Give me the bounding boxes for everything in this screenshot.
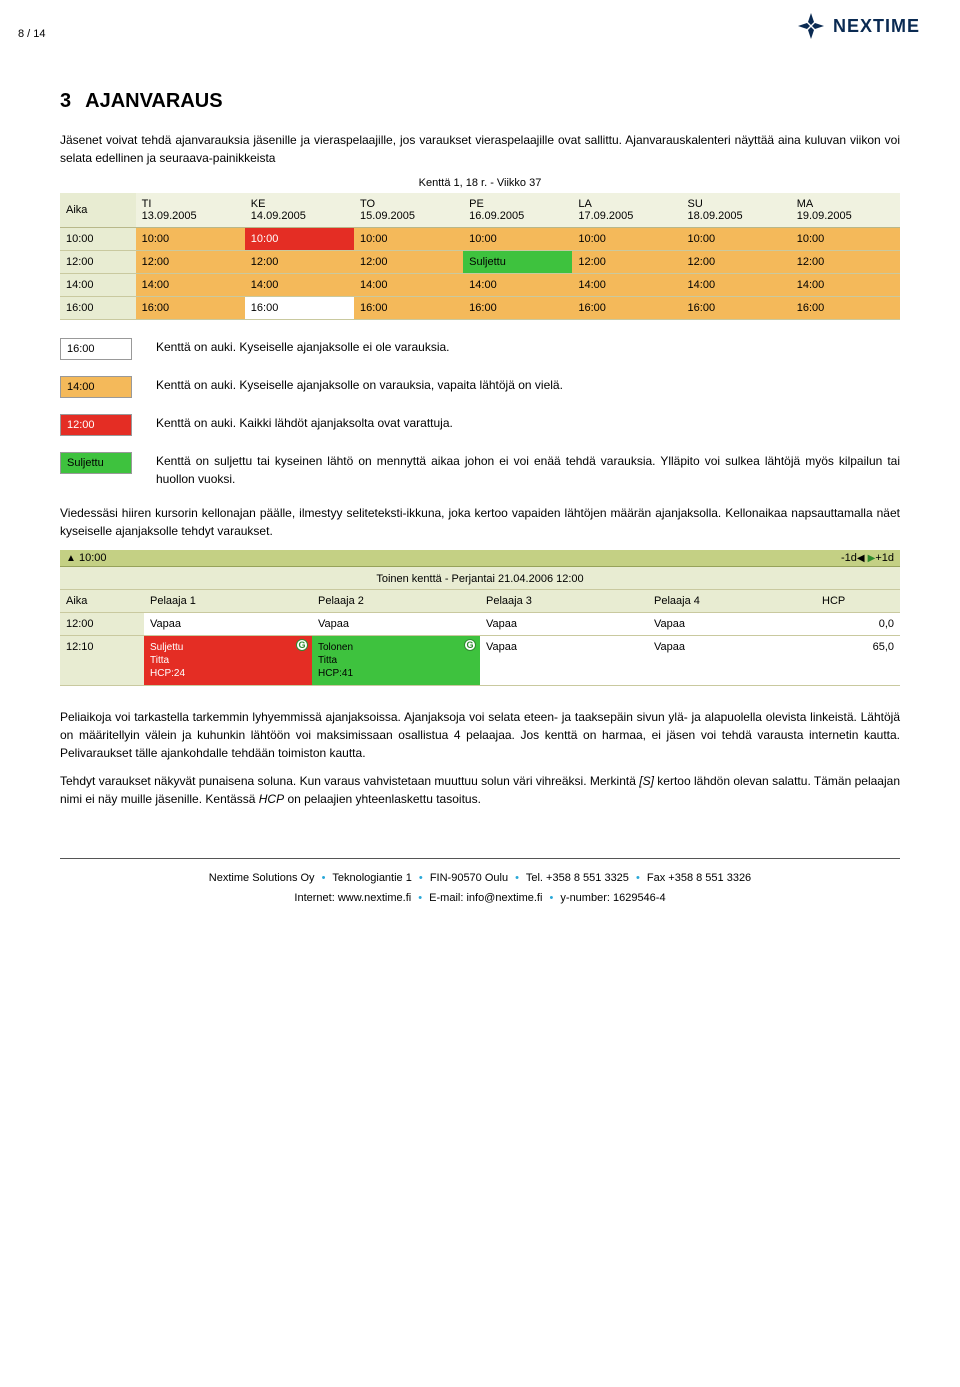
cal-slot[interactable]: 12:00 (682, 251, 791, 274)
page-number: 8 / 14 (18, 28, 46, 40)
legend-row: 12:00 Kenttä on auki. Kaikki lähdöt ajanj… (60, 414, 900, 436)
legend-row: 16:00 Kenttä on auki. Kyseiselle ajanjaks… (60, 338, 900, 360)
cal-slot[interactable]: 14:00 (354, 274, 463, 297)
body-paragraph: Tehdyt varaukset näkyvät punaisena solun… (60, 772, 900, 808)
cal-slot[interactable]: 12:00 (354, 251, 463, 274)
legend-chip: Suljettu (60, 452, 132, 474)
calendar-title: Kenttä 1, 18 r. - Viikko 37 (60, 177, 900, 189)
section-title: AJANVARAUS (85, 90, 222, 112)
brand-name: NEXTIME (833, 16, 920, 37)
cal-slot[interactable]: 16:00 (136, 297, 245, 320)
cal-slot[interactable]: Suljettu (463, 251, 572, 274)
detail-player-cell[interactable]: Vapaa (480, 636, 648, 686)
cal-time-cell: 10:00 (60, 228, 136, 251)
cal-slot[interactable]: 10:00 (463, 228, 572, 251)
legend-desc: Kenttä on auki. Kaikki lähdöt ajanjaksol… (156, 414, 900, 432)
detail-time-cell: 12:10 (60, 636, 144, 686)
cal-slot[interactable]: 14:00 (136, 274, 245, 297)
detail-topbar: ▲ 10:00 -1d◀ ▶+1d (60, 550, 900, 567)
footer-rule (60, 858, 900, 859)
calendar-table: Kenttä 1, 18 r. - Viikko 37 AikaTI 13.09… (60, 177, 900, 320)
legend-chip: 16:00 (60, 338, 132, 360)
detail-hcp-cell: 65,0 (816, 636, 900, 686)
detail-title: Toinen kenttä - Perjantai 21.04.2006 12:… (60, 567, 900, 590)
cal-slot[interactable]: 10:00 (245, 228, 354, 251)
footer: Nextime Solutions Oy • Teknologiantie 1 … (60, 869, 900, 909)
logo-icon (795, 10, 827, 42)
legend-desc: Kenttä on suljettu tai kyseinen lähtö on… (156, 452, 900, 488)
cal-slot[interactable]: 12:00 (245, 251, 354, 274)
section-number: 3 (60, 90, 71, 112)
cal-slot[interactable]: 10:00 (354, 228, 463, 251)
legend-chip: 14:00 (60, 376, 132, 398)
detail-col-header: Pelaaja 4 (648, 590, 816, 613)
cal-slot[interactable]: 14:00 (245, 274, 354, 297)
brand-logo: NEXTIME (795, 10, 920, 42)
legend-desc: Kenttä on auki. Kyseiselle ajanjaksolle … (156, 338, 900, 356)
cal-slot[interactable]: 16:00 (463, 297, 572, 320)
cal-slot[interactable]: 12:00 (572, 251, 681, 274)
intro-paragraph: Jäsenet voivat tehdä ajanvarauksia jäsen… (60, 131, 900, 167)
detail-col-header: Pelaaja 2 (312, 590, 480, 613)
cal-slot[interactable]: 12:00 (136, 251, 245, 274)
mid-paragraph: Viedessäsi hiiren kursorin kellonajan pä… (60, 504, 900, 540)
detail-hcp-cell: 0,0 (816, 613, 900, 636)
cal-slot[interactable]: 10:00 (136, 228, 245, 251)
cal-slot[interactable]: 12:00 (791, 251, 900, 274)
cal-day-header: SU 18.09.2005 (682, 193, 791, 228)
detail-player-cell[interactable]: SuljettuTittaHCP:24G (144, 636, 312, 686)
cal-day-header: KE 14.09.2005 (245, 193, 354, 228)
triangle-up-icon: ▲ (66, 553, 76, 564)
detail-player-cell[interactable]: TolonenTittaHCP:41G (312, 636, 480, 686)
cal-time-cell: 12:00 (60, 251, 136, 274)
cal-day-header: MA 19.09.2005 (791, 193, 900, 228)
body-paragraph: Peliaikoja voi tarkastella tarkemmin lyh… (60, 708, 900, 762)
cal-slot[interactable]: 10:00 (572, 228, 681, 251)
legend: 16:00 Kenttä on auki. Kyseiselle ajanjaks… (60, 338, 900, 488)
guest-icon: G (296, 639, 308, 651)
detail-col-header: Pelaaja 3 (480, 590, 648, 613)
nav-next[interactable]: +1d (875, 552, 894, 564)
detail-player-cell[interactable]: Vapaa (312, 613, 480, 636)
detail-col-header: Aika (60, 590, 144, 613)
legend-chip: 12:00 (60, 414, 132, 436)
cal-day-header: LA 17.09.2005 (572, 193, 681, 228)
cal-day-header: PE 16.09.2005 (463, 193, 572, 228)
cal-slot[interactable]: 10:00 (682, 228, 791, 251)
legend-row: 14:00 Kenttä on auki. Kyseiselle ajanjaks… (60, 376, 900, 398)
nav-prev[interactable]: -1d (841, 552, 857, 564)
detail-col-header: HCP (816, 590, 900, 613)
cal-slot[interactable]: 16:00 (682, 297, 791, 320)
cal-time-header: Aika (60, 193, 136, 228)
detail-player-cell[interactable]: Vapaa (648, 613, 816, 636)
triangle-left-icon: ◀ (857, 553, 865, 564)
cal-slot[interactable]: 16:00 (791, 297, 900, 320)
cal-slot[interactable]: 14:00 (682, 274, 791, 297)
detail-player-cell[interactable]: Vapaa (144, 613, 312, 636)
cal-slot[interactable]: 14:00 (463, 274, 572, 297)
footer-line-1: Nextime Solutions Oy • Teknologiantie 1 … (60, 869, 900, 889)
detail-player-cell[interactable]: Vapaa (648, 636, 816, 686)
cal-time-cell: 16:00 (60, 297, 136, 320)
detail-time-cell: 12:00 (60, 613, 144, 636)
legend-desc: Kenttä on auki. Kyseiselle ajanjaksolle … (156, 376, 900, 394)
detail-col-header: Pelaaja 1 (144, 590, 312, 613)
topbar-time[interactable]: ▲ 10:00 (66, 552, 107, 564)
topbar-nav: -1d◀ ▶+1d (841, 552, 894, 564)
cal-slot[interactable]: 16:00 (245, 297, 354, 320)
cal-slot[interactable]: 16:00 (572, 297, 681, 320)
cal-time-cell: 14:00 (60, 274, 136, 297)
cal-day-header: TI 13.09.2005 (136, 193, 245, 228)
footer-line-2: Internet: www.nextime.fi • E-mail: info@… (60, 889, 900, 909)
cal-slot[interactable]: 10:00 (791, 228, 900, 251)
detail-table: ▲ 10:00 -1d◀ ▶+1d Toinen kenttä - Perjan… (60, 550, 900, 686)
detail-player-cell[interactable]: Vapaa (480, 613, 648, 636)
cal-slot[interactable]: 14:00 (791, 274, 900, 297)
legend-row: Suljettu Kenttä on suljettu tai kyseinen … (60, 452, 900, 488)
guest-icon: G (464, 639, 476, 651)
cal-slot[interactable]: 16:00 (354, 297, 463, 320)
cal-slot[interactable]: 14:00 (572, 274, 681, 297)
section-heading: 3 AJANVARAUS (60, 90, 900, 113)
cal-day-header: TO 15.09.2005 (354, 193, 463, 228)
